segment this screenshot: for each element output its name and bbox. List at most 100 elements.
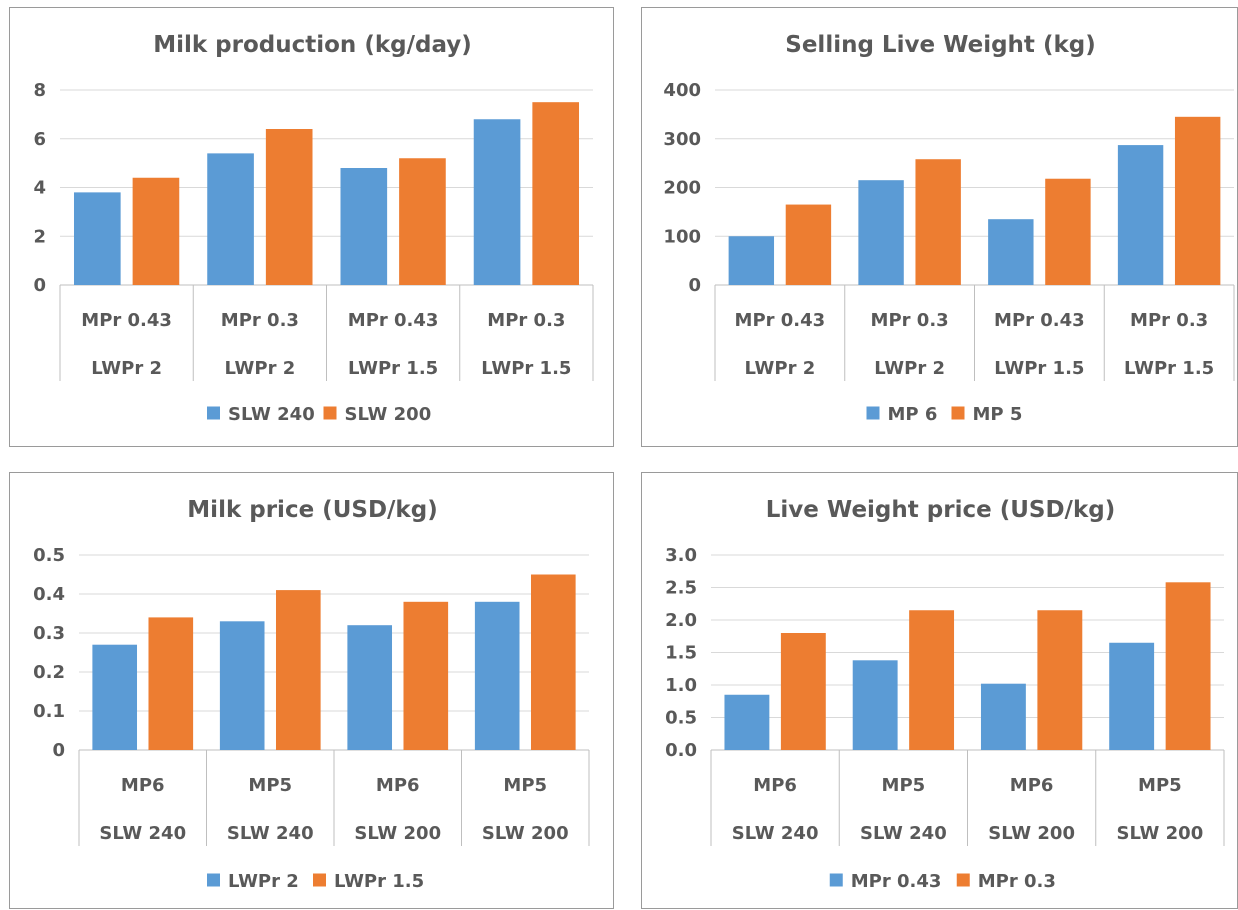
y-tick-label: 0.2 [33,662,65,683]
bar [473,119,521,285]
category-label-secondary: LWPr 1.5 [1124,358,1214,379]
category-label-secondary: SLW 240 [732,823,819,844]
chart-svg: Live Weight price (USD/kg) 0.0 0.5 1.0 1.5 2.… [665,497,1225,892]
category-label-secondary: LWPr 2 [224,358,295,379]
bar [728,236,775,285]
y-tick-label: 100 [663,226,701,247]
y-tick-label: 3.0 [665,545,697,566]
category-label-secondary: SLW 200 [482,823,569,844]
bar [724,694,770,750]
category-label-secondary: SLW 240 [860,823,947,844]
legend-swatch [956,873,970,887]
category-label-secondary: LWPr 1.5 [481,358,571,379]
bar [1037,610,1083,750]
category-label-secondary: SLW 200 [354,823,441,844]
y-tick-label: 1.5 [665,643,697,664]
category-label-primary: MP5 [882,775,926,796]
legend-label: SLW 200 [345,404,432,425]
bar [403,601,449,750]
legend-swatch [323,406,337,420]
y-tick-label: 400 [663,80,701,101]
category-label-primary: MP5 [248,775,292,796]
legend-label: MP 5 [973,404,1023,425]
legend-swatch [866,406,880,420]
legend-swatch [951,406,965,420]
chart-selling-live-weight: Selling Live Weight (kg) 0 100 200 300 400 MPr… [641,7,1238,447]
legend-label: MPr 0.3 [978,871,1056,892]
category-label-primary: MP6 [121,775,165,796]
category-label-primary: MPr 0.3 [487,310,565,331]
category-label-primary: MPr 0.43 [348,310,439,331]
y-tick-label: 0.5 [33,545,65,566]
category-label-secondary: LWPr 2 [91,358,162,379]
y-tick-label: 0.4 [33,584,65,605]
bar [219,621,265,750]
y-tick-label: 0.3 [33,623,65,644]
chart-svg: Milk production (kg/day) 0 2 4 6 8 MPr 0.43 LWP… [33,32,594,425]
y-tick-label: 0 [688,275,701,296]
legend-label: SLW 240 [228,404,315,425]
category-label-secondary: SLW 240 [99,823,186,844]
y-tick-label: 1.0 [665,675,697,696]
bar [909,610,955,750]
bar [132,177,180,285]
chart-svg: Selling Live Weight (kg) 0 100 200 300 400 MPr… [663,32,1235,425]
bar [73,192,121,285]
y-tick-label: 0 [33,275,46,296]
bar [852,660,898,750]
bar [785,204,832,285]
bar [980,683,1026,750]
y-tick-label: 2.0 [665,610,697,631]
bar [275,590,321,750]
legend-swatch [313,873,326,887]
y-tick-label: 2 [33,226,46,247]
y-tick-label: 4 [33,178,46,199]
y-tick-label: 300 [663,129,701,150]
category-label-primary: MPr 0.3 [221,310,299,331]
bar [148,617,194,750]
y-tick-label: 0.1 [33,701,65,722]
category-label-primary: MP6 [1010,775,1054,796]
bar [858,180,904,285]
legend-label: LWPr 2 [228,871,299,892]
chart-title: Selling Live Weight (kg) [785,32,1095,58]
chart-milk-production: Milk production (kg/day) 0 2 4 6 8 MPr 0.43 LWP… [9,7,614,447]
category-label-secondary: SLW 200 [988,823,1075,844]
bar [1109,642,1155,750]
chart-milk-price: Milk price (USD/kg) 0 0.1 0.2 0.3 0.4 0.5 MP6 SL… [9,472,614,909]
legend-swatch [207,873,220,887]
bar [780,633,826,750]
bar [1117,145,1164,285]
y-tick-label: 0.5 [665,708,697,729]
chart-title: Milk price (USD/kg) [187,497,437,523]
bar [988,219,1034,285]
legend-label: MPr 0.43 [851,871,942,892]
category-label-primary: MP6 [376,775,420,796]
y-tick-label: 6 [33,129,46,150]
bar [207,153,254,285]
category-label-secondary: SLW 200 [1117,823,1204,844]
category-label-primary: MP5 [503,775,547,796]
category-label-primary: MPr 0.3 [1130,310,1208,331]
chart-svg: Milk price (USD/kg) 0 0.1 0.2 0.3 0.4 0.5 MP6 SL… [33,497,590,892]
category-label-secondary: LWPr 1.5 [348,358,438,379]
bar [474,601,520,750]
category-label-primary: MPr 0.43 [81,310,172,331]
y-tick-label: 8 [33,80,46,101]
bar [92,644,138,750]
category-label-primary: MPr 0.43 [994,310,1085,331]
y-tick-label: 0.0 [665,740,697,761]
chart-title: Live Weight price (USD/kg) [766,497,1115,523]
bar [399,158,446,285]
category-label-primary: MPr 0.3 [871,310,949,331]
bar [340,168,388,285]
legend-label: MP 6 [888,404,938,425]
category-label-primary: MP6 [753,775,797,796]
bar [915,159,961,285]
chart-live-weight-price: Live Weight price (USD/kg) 0.0 0.5 1.0 1.5 2.… [641,472,1238,909]
bar [532,102,580,285]
chart-title: Milk production (kg/day) [153,32,472,58]
bar [530,574,576,750]
y-tick-label: 200 [663,178,701,199]
category-label-secondary: LWPr 2 [874,358,945,379]
